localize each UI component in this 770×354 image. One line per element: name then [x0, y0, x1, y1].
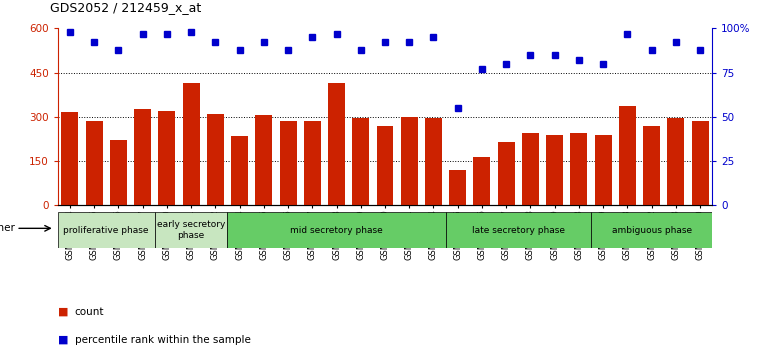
Bar: [62, 113, 79, 205]
Bar: [155, 212, 227, 248]
Bar: [449, 170, 466, 205]
Bar: [110, 141, 127, 205]
Bar: [182, 83, 199, 205]
Text: other: other: [0, 223, 15, 233]
Bar: [227, 212, 446, 248]
Bar: [328, 83, 345, 205]
Bar: [691, 121, 708, 205]
Bar: [134, 109, 151, 205]
Bar: [280, 121, 296, 205]
Bar: [522, 133, 539, 205]
Text: percentile rank within the sample: percentile rank within the sample: [75, 335, 250, 345]
Bar: [256, 115, 273, 205]
Bar: [58, 212, 155, 248]
Text: count: count: [75, 307, 104, 316]
Bar: [594, 135, 611, 205]
Text: proliferative phase: proliferative phase: [63, 225, 149, 235]
Text: ■: ■: [58, 335, 69, 345]
Text: GDS2052 / 212459_x_at: GDS2052 / 212459_x_at: [50, 1, 201, 14]
Text: ■: ■: [58, 307, 69, 316]
Bar: [668, 118, 685, 205]
Bar: [546, 135, 563, 205]
Bar: [400, 117, 417, 205]
Bar: [207, 114, 224, 205]
Bar: [643, 126, 660, 205]
Bar: [474, 156, 490, 205]
Bar: [446, 212, 591, 248]
Bar: [497, 142, 514, 205]
Bar: [425, 118, 442, 205]
Text: mid secretory phase: mid secretory phase: [290, 225, 383, 235]
Text: ambiguous phase: ambiguous phase: [611, 225, 691, 235]
Bar: [377, 126, 393, 205]
Bar: [591, 212, 712, 248]
Text: early secretory
phase: early secretory phase: [157, 221, 226, 240]
Bar: [353, 118, 370, 205]
Bar: [159, 111, 176, 205]
Bar: [619, 107, 636, 205]
Bar: [231, 136, 248, 205]
Text: late secretory phase: late secretory phase: [472, 225, 565, 235]
Bar: [85, 121, 102, 205]
Bar: [571, 133, 588, 205]
Bar: [304, 121, 321, 205]
